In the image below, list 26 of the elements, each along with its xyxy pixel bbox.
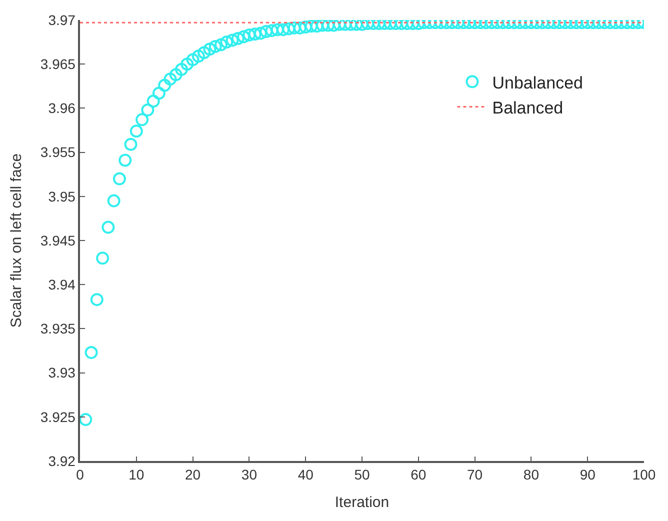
x-tick-label: 80 <box>523 466 540 483</box>
y-tick-label: 3.95 <box>48 188 76 204</box>
y-tick-label: 3.97 <box>48 12 76 28</box>
x-tick-label: 0 <box>76 466 84 483</box>
legend-label: Balanced <box>492 98 564 118</box>
x-tick-label: 50 <box>354 466 370 483</box>
y-tick-label: 3.925 <box>40 408 76 425</box>
y-tick-label: 3.92 <box>48 452 76 469</box>
y-tick-label: 3.96 <box>48 100 76 116</box>
x-tick-label: 40 <box>298 466 314 483</box>
x-tick-label: 100 <box>632 466 656 483</box>
y-tick-label: 3.945 <box>40 232 76 248</box>
y-tick-label: 3.94 <box>48 276 76 292</box>
y-tick-label: 3.93 <box>48 364 76 381</box>
y-tick-label: 3.955 <box>40 144 76 160</box>
legend-label: Unbalanced <box>492 73 583 92</box>
x-tick-label: 90 <box>580 466 596 483</box>
x-tick-label: 60 <box>410 466 426 483</box>
x-tick-label: 30 <box>241 466 258 483</box>
x-tick-label: 20 <box>185 466 201 483</box>
y-axis-title: Scalar flux on left cell face <box>8 153 26 328</box>
x-axis-title: Iteration <box>334 494 390 512</box>
y-tick-label: 3.935 <box>40 320 76 337</box>
y-tick-label: 3.965 <box>40 56 76 72</box>
x-tick-label: 70 <box>467 466 483 483</box>
x-tick-label: 10 <box>128 466 144 483</box>
